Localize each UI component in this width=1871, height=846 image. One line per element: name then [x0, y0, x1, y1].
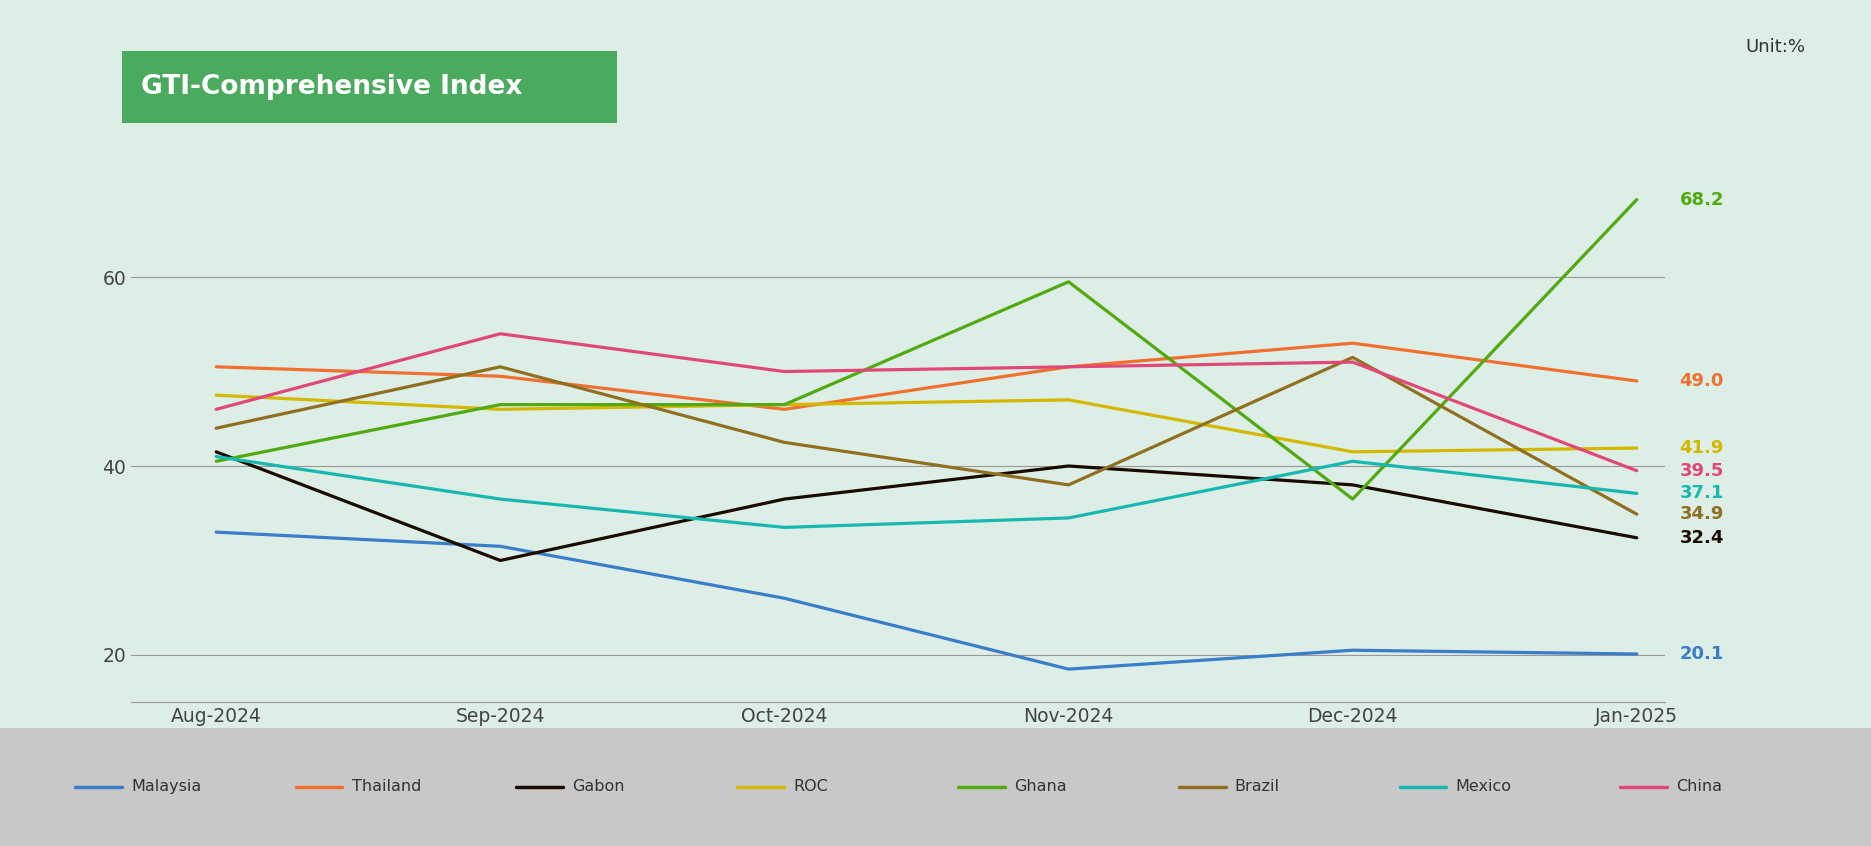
Text: Brazil: Brazil [1235, 779, 1280, 794]
Text: 34.9: 34.9 [1680, 505, 1723, 523]
Text: Malaysia: Malaysia [131, 779, 202, 794]
Text: 39.5: 39.5 [1680, 462, 1723, 480]
Text: China: China [1676, 779, 1723, 794]
Text: GTI-Comprehensive Index: GTI-Comprehensive Index [142, 74, 522, 100]
Text: 41.9: 41.9 [1680, 439, 1723, 457]
Text: ROC: ROC [793, 779, 829, 794]
Text: 32.4: 32.4 [1680, 529, 1723, 547]
Text: 20.1: 20.1 [1680, 645, 1723, 663]
Text: Thailand: Thailand [352, 779, 421, 794]
Text: Gabon: Gabon [573, 779, 625, 794]
Text: Ghana: Ghana [1014, 779, 1066, 794]
Text: 68.2: 68.2 [1680, 190, 1723, 209]
Text: 37.1: 37.1 [1680, 485, 1723, 503]
Text: 49.0: 49.0 [1680, 372, 1723, 390]
Text: Unit:%: Unit:% [1746, 38, 1806, 56]
Text: Mexico: Mexico [1456, 779, 1512, 794]
